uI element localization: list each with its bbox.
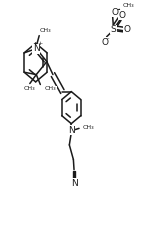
Text: ⁻: ⁻ bbox=[106, 37, 110, 43]
Text: CH₃: CH₃ bbox=[83, 125, 95, 131]
Text: CH₃: CH₃ bbox=[40, 28, 52, 33]
Text: S: S bbox=[110, 25, 116, 34]
Text: O: O bbox=[101, 38, 108, 46]
Text: N: N bbox=[33, 44, 40, 53]
Text: O: O bbox=[111, 8, 118, 17]
Text: CH₃: CH₃ bbox=[23, 86, 35, 91]
Text: CH₃: CH₃ bbox=[45, 86, 57, 91]
Text: O: O bbox=[118, 11, 125, 20]
Text: +: + bbox=[38, 41, 43, 46]
Text: CH₃: CH₃ bbox=[123, 3, 134, 8]
Text: N: N bbox=[68, 126, 75, 135]
Text: O: O bbox=[123, 25, 130, 34]
Text: N: N bbox=[71, 179, 77, 188]
